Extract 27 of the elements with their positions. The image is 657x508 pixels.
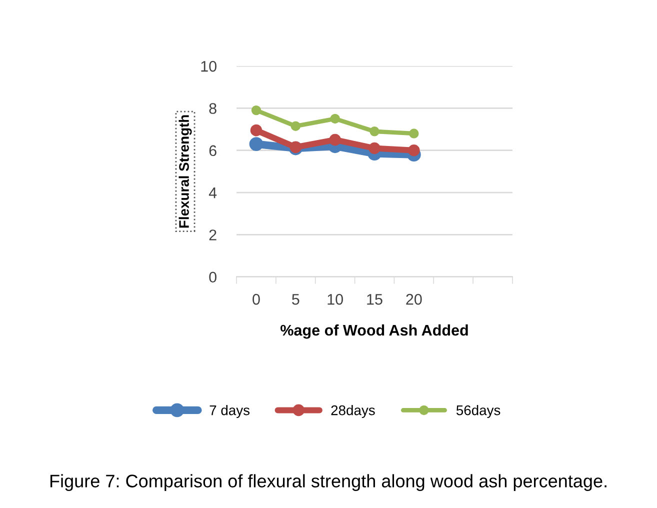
y-tick-label: 10 [201, 60, 216, 72]
point [368, 142, 380, 154]
x-tick-label: 20 [406, 294, 422, 305]
y-tick-label: 2 [209, 230, 216, 240]
legend-label: 7 days [210, 405, 250, 418]
point [370, 126, 380, 136]
point [251, 105, 262, 116]
legend-label: 28days [331, 405, 375, 418]
point [330, 114, 340, 124]
y-tick-label: 0 [209, 272, 216, 283]
x-tick-label: 5 [292, 294, 300, 305]
point [290, 121, 301, 131]
x-tick-label: 15 [367, 294, 382, 305]
point [249, 137, 264, 151]
legend-label: 56days [456, 405, 500, 418]
point [409, 128, 419, 138]
x-axis-title: %age of Wood Ash Added [280, 324, 468, 339]
x-tick-label: 10 [328, 294, 343, 305]
y-tick-label: 8 [209, 103, 216, 114]
y-tick-label: 4 [208, 188, 217, 198]
y-axis-title: Flexural Strength [178, 115, 192, 228]
point [408, 144, 420, 156]
caption: Figure 7: Comparison of flexural strength along wood ash percentage. [50, 474, 606, 492]
y-tick-label: 6 [209, 145, 216, 156]
point [250, 124, 262, 136]
point [329, 134, 341, 146]
x-tick-label: 0 [252, 294, 260, 305]
